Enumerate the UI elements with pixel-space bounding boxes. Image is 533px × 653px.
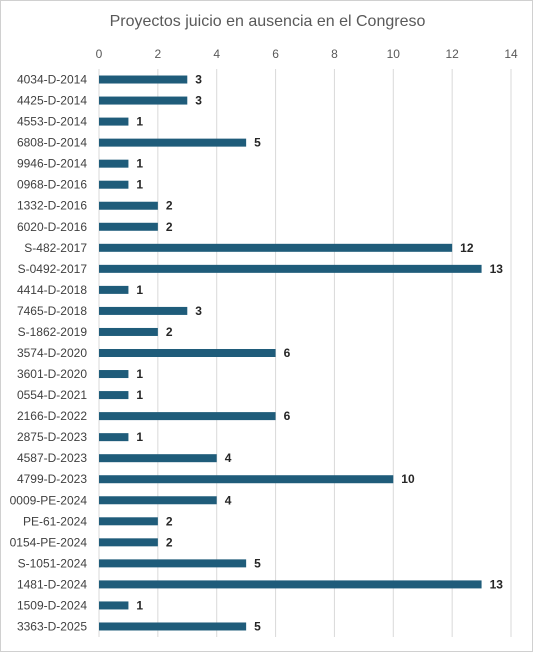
data-label: 2	[166, 535, 173, 549]
data-label: 1	[136, 598, 143, 612]
bar	[99, 306, 188, 315]
data-label: 12	[460, 241, 474, 255]
category-label: 1481-D-2024	[17, 577, 87, 591]
bar	[99, 622, 247, 631]
bar	[99, 412, 276, 421]
bar	[99, 475, 394, 484]
bar	[99, 496, 217, 505]
bar	[99, 285, 129, 294]
x-tick-label: 2	[155, 47, 162, 61]
category-label: 4587-D-2023	[17, 451, 87, 465]
bar	[99, 454, 217, 463]
category-label: 9946-D-2014	[17, 157, 87, 171]
category-label: 4414-D-2018	[17, 283, 87, 297]
x-tick-label: 8	[331, 47, 338, 61]
category-label: S-1051-2024	[18, 556, 88, 570]
data-label: 5	[254, 619, 261, 633]
data-label: 5	[254, 136, 261, 150]
category-label: 0554-D-2021	[17, 388, 87, 402]
category-label: S-482-2017	[24, 241, 87, 255]
category-label: 0009-PE-2024	[10, 493, 88, 507]
x-tick-label: 6	[272, 47, 279, 61]
bar	[99, 559, 247, 568]
data-label: 6	[284, 409, 291, 423]
x-tick-label: 4	[213, 47, 220, 61]
bar	[99, 370, 129, 379]
x-tick-label: 12	[445, 47, 459, 61]
bar	[99, 327, 158, 336]
bar	[99, 433, 129, 442]
bar	[99, 138, 247, 147]
data-label: 10	[401, 472, 415, 486]
category-label: 2166-D-2022	[17, 409, 87, 423]
x-tick-label: 14	[504, 47, 518, 61]
category-label: 0968-D-2016	[17, 178, 87, 192]
bar	[99, 517, 158, 526]
category-label: 7465-D-2018	[17, 304, 87, 318]
category-label: 6020-D-2016	[17, 220, 87, 234]
data-label: 1	[136, 430, 143, 444]
data-label: 4	[225, 493, 232, 507]
data-label: 1	[136, 115, 143, 129]
bar	[99, 75, 188, 84]
data-label: 13	[490, 577, 504, 591]
bar	[99, 222, 158, 231]
data-label: 3	[195, 73, 202, 87]
category-label: 3601-D-2020	[17, 367, 87, 381]
data-label: 5	[254, 556, 261, 570]
data-label: 1	[136, 367, 143, 381]
data-label: 4	[225, 451, 232, 465]
x-tick-label: 0	[96, 47, 103, 61]
data-label: 2	[166, 220, 173, 234]
bar	[99, 117, 129, 126]
data-label: 3	[195, 94, 202, 108]
bar	[99, 180, 129, 189]
bar	[99, 391, 129, 400]
category-label: 1332-D-2016	[17, 199, 87, 213]
category-label: 4553-D-2014	[17, 115, 87, 129]
data-label: 13	[490, 262, 504, 276]
bar	[99, 159, 129, 168]
category-label: S-1862-2019	[18, 325, 88, 339]
bar	[99, 243, 453, 252]
category-label: 3574-D-2020	[17, 346, 87, 360]
data-label: 6	[284, 346, 291, 360]
data-label: 1	[136, 283, 143, 297]
category-label: 0154-PE-2024	[10, 535, 88, 549]
bar	[99, 601, 129, 610]
x-tick-label: 10	[387, 47, 401, 61]
data-label: 3	[195, 304, 202, 318]
bar	[99, 96, 188, 105]
bar	[99, 580, 482, 589]
category-label: S-0492-2017	[18, 262, 88, 276]
bar	[99, 349, 276, 357]
data-label: 1	[136, 178, 143, 192]
bar	[99, 201, 158, 210]
data-label: 2	[166, 325, 173, 339]
category-label: 4034-D-2014	[17, 73, 87, 87]
category-label: 4799-D-2023	[17, 472, 87, 486]
chart-title: Proyectos juicio en ausencia en el Congr…	[109, 13, 426, 30]
data-label: 1	[136, 157, 143, 171]
data-label: 1	[136, 388, 143, 402]
data-label: 2	[166, 514, 173, 528]
category-label: 4425-D-2014	[17, 94, 87, 108]
bar	[99, 264, 482, 273]
data-label: 2	[166, 199, 173, 213]
category-label: PE-61-2024	[23, 514, 87, 528]
bar	[99, 538, 158, 547]
category-label: 1509-D-2024	[17, 598, 87, 612]
category-label: 3363-D-2025	[17, 619, 87, 633]
category-label: 2875-D-2023	[17, 430, 87, 444]
category-label: 6808-D-2014	[17, 136, 87, 150]
